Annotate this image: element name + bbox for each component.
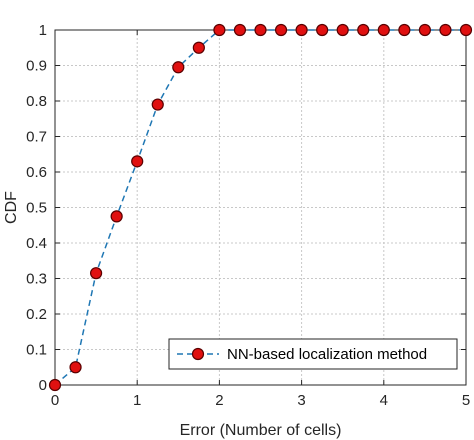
x-tick-label: 5 [462, 392, 470, 409]
data-point [89, 267, 103, 280]
data-point [131, 155, 144, 168]
y-tick-label: 0.7 [26, 129, 47, 146]
data-point [69, 361, 82, 374]
legend-marker-sample [191, 347, 205, 361]
data-point [172, 61, 185, 74]
data-point [151, 98, 164, 111]
data-point [398, 23, 411, 37]
y-axis-label: CDF [3, 191, 20, 224]
data-point [316, 23, 329, 37]
data-point [233, 23, 247, 37]
x-tick-label: 2 [215, 392, 223, 409]
data-point [295, 23, 308, 37]
legend-label: NN-based localization method [227, 346, 427, 363]
data-point [274, 23, 288, 37]
data-point [459, 23, 473, 37]
grid-lines [54, 29, 467, 386]
data-point [418, 23, 431, 37]
y-tick-label: 0.2 [26, 306, 47, 323]
y-tick-label: 1 [39, 22, 47, 39]
y-tick-label: 0.1 [26, 342, 47, 359]
y-tick-label: 0.3 [26, 271, 47, 288]
data-point [110, 210, 123, 223]
data-point [336, 23, 349, 37]
x-axis-label: Error (Number of cells) [180, 422, 342, 439]
x-tick-label: 4 [380, 392, 388, 409]
data-point [439, 23, 452, 37]
axis-ticks: 0 1 2 3 4 5 0 0.1 0.2 0.3 0.4 0.5 0.6 0.7 0.8 0.9 1 [26, 22, 470, 409]
y-tick-label: 0.6 [26, 164, 47, 181]
x-tick-label: 0 [51, 392, 59, 409]
data-point [254, 23, 267, 37]
data-point [48, 378, 62, 392]
y-tick-label: 0.5 [26, 200, 47, 217]
y-tick-label: 0.9 [26, 58, 47, 75]
legend: NN-based localization method [168, 338, 458, 370]
y-tick-label: 0.4 [26, 235, 47, 252]
data-point [377, 23, 390, 37]
x-tick-label: 3 [297, 392, 305, 409]
data-point [213, 23, 226, 37]
y-tick-label: 0.8 [26, 93, 47, 110]
x-tick-label: 1 [133, 392, 141, 409]
data-point [192, 41, 205, 54]
data-point [357, 23, 370, 37]
series-group [48, 23, 473, 392]
y-tick-label: 0 [39, 377, 47, 394]
